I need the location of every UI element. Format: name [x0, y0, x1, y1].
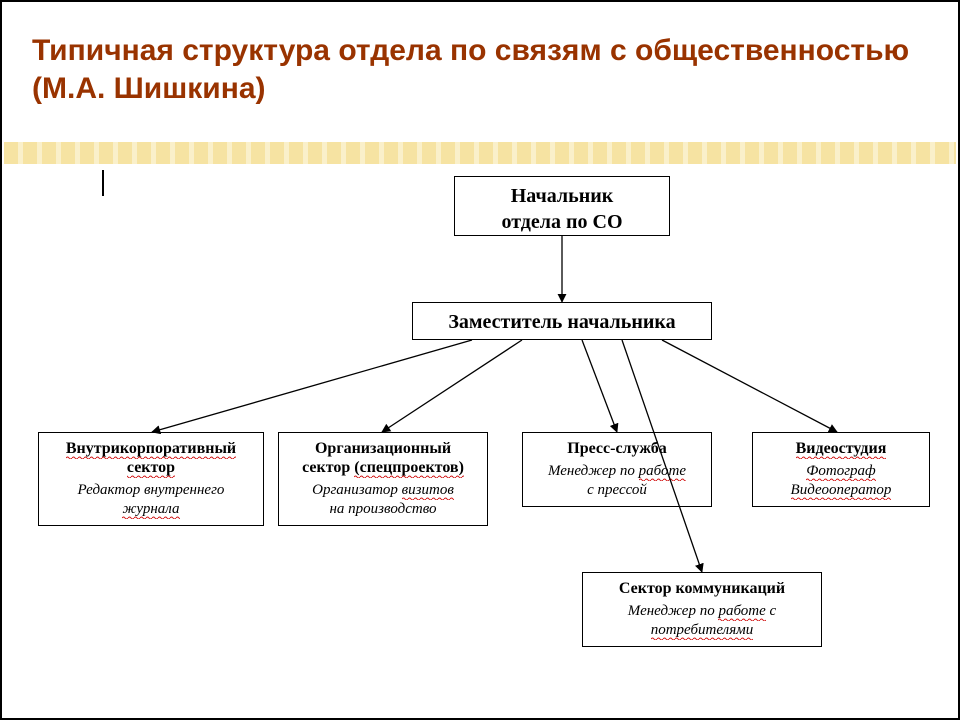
title-area: Типичная структура отдела по связям с об…	[32, 32, 928, 107]
node-corp-title: Внутрикорпоративный сектор	[47, 439, 255, 477]
node-comm-sub: Менеджер по работе с потребителями	[591, 602, 813, 640]
page-title: Типичная структура отдела по связям с об…	[32, 32, 928, 107]
node-press-sub: Менеджер по работе с прессой	[531, 462, 703, 500]
slide: Типичная структура отдела по связям с об…	[0, 0, 960, 720]
node-video-title: Видеостудия	[761, 439, 921, 458]
node-org-sub: Организатор визитов на производство	[287, 481, 479, 519]
text-cursor	[102, 170, 104, 196]
node-corp-sub: Редактор внутреннегожурнала	[47, 481, 255, 519]
node-org: Организационный сектор (спецпроектов) Ор…	[278, 432, 488, 526]
edge-deputy-video	[662, 340, 837, 432]
node-org-title: Организационный сектор (спецпроектов)	[287, 439, 479, 477]
node-comm-title: Сектор коммуникаций	[591, 579, 813, 598]
node-comm: Сектор коммуникаций Менеджер по работе с…	[582, 572, 822, 647]
node-root: Начальник отдела по СО	[454, 176, 670, 236]
node-root-line2: отдела по СО	[463, 209, 661, 235]
node-deputy-title: Заместитель начальника	[421, 309, 703, 335]
node-video: Видеостудия Фотограф Видеооператор	[752, 432, 930, 507]
node-root-line1: Начальник	[463, 183, 661, 209]
node-corp: Внутрикорпоративный сектор Редактор внут…	[38, 432, 264, 526]
edge-deputy-press	[582, 340, 617, 432]
edge-deputy-org	[382, 340, 522, 432]
node-video-sub: Фотограф Видеооператор	[761, 462, 921, 500]
node-press: Пресс-служба Менеджер по работе с прессо…	[522, 432, 712, 507]
node-deputy: Заместитель начальника	[412, 302, 712, 340]
decorative-stripe	[4, 142, 956, 164]
node-press-title: Пресс-служба	[531, 439, 703, 458]
edge-deputy-corp	[152, 340, 472, 432]
